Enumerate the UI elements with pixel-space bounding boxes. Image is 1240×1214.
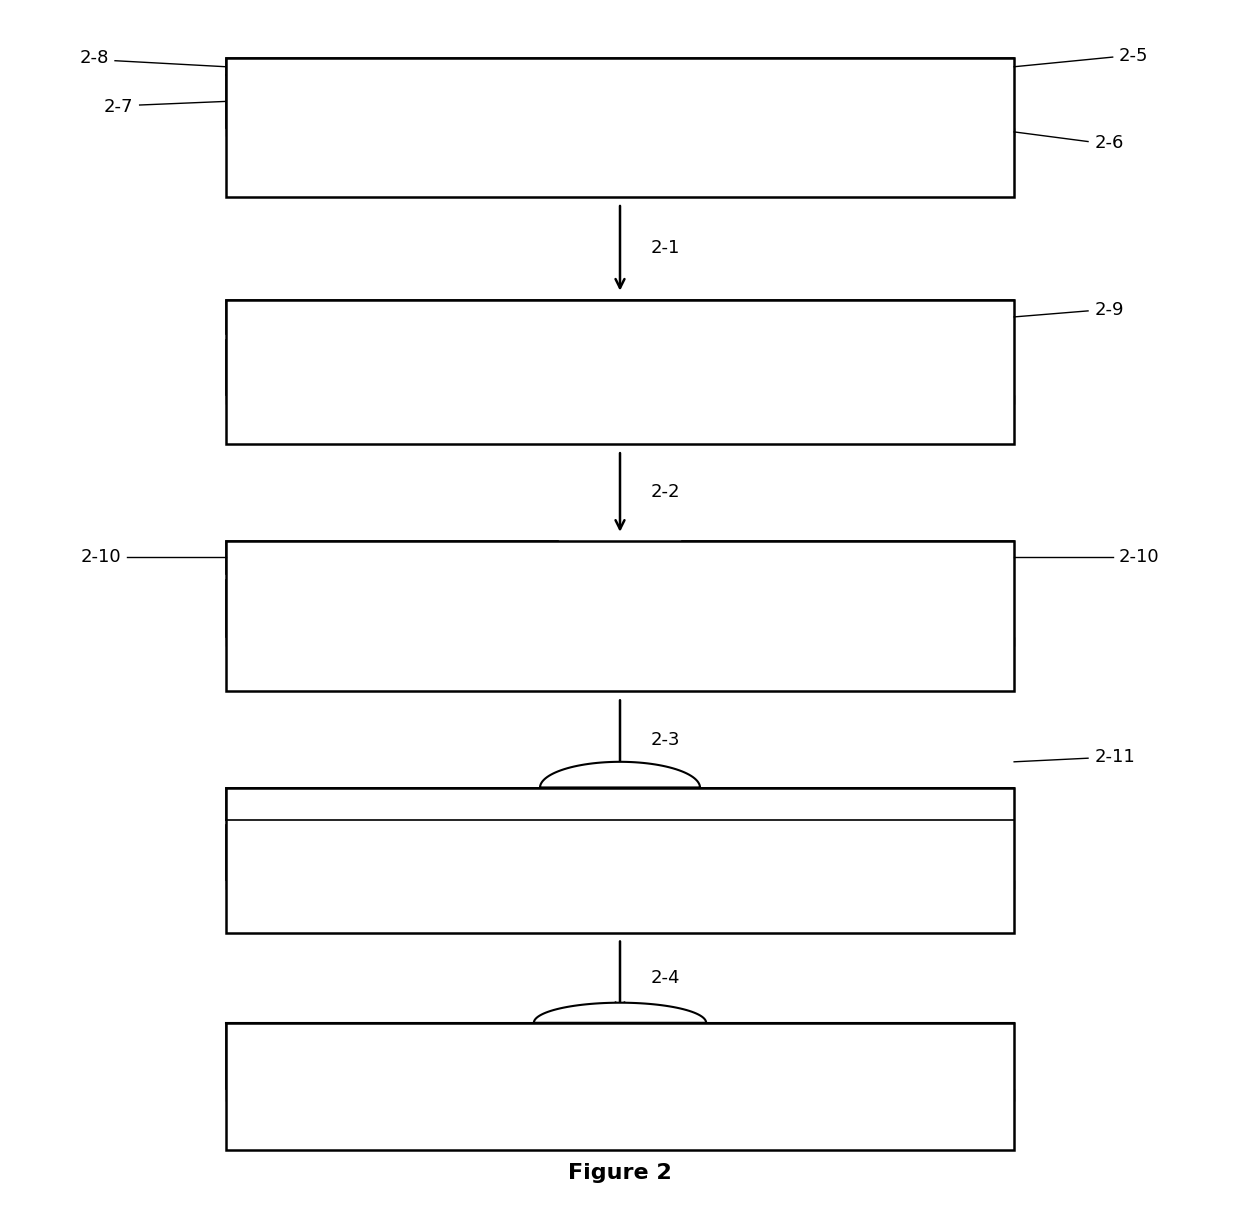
Bar: [226, 58, 1014, 197]
Text: 2-7: 2-7: [104, 98, 134, 117]
Bar: [226, 540, 558, 574]
Bar: [226, 826, 1014, 880]
Bar: [226, 1023, 1014, 1150]
Bar: [226, 788, 1014, 819]
Text: 2-10: 2-10: [81, 549, 122, 566]
Bar: [226, 580, 1014, 637]
Bar: [226, 334, 1014, 340]
Bar: [226, 1089, 1014, 1101]
Text: 2-1: 2-1: [651, 239, 681, 257]
Bar: [226, 637, 1014, 646]
Bar: [226, 819, 1014, 826]
Bar: [226, 127, 1014, 136]
Bar: [226, 395, 1014, 404]
Text: 2-4: 2-4: [651, 969, 681, 987]
Bar: [226, 880, 1014, 889]
Text: 2-5: 2-5: [1118, 47, 1148, 64]
Text: Figure 2: Figure 2: [568, 1163, 672, 1184]
Bar: [226, 540, 1014, 692]
Bar: [226, 788, 1014, 932]
Text: 2-11: 2-11: [1094, 748, 1135, 766]
Bar: [568, 788, 672, 819]
Bar: [226, 75, 1014, 127]
Polygon shape: [539, 762, 701, 788]
Text: 2-9: 2-9: [1094, 301, 1123, 319]
Bar: [226, 300, 1014, 444]
Text: 2-8: 2-8: [79, 50, 109, 67]
Text: 2-6: 2-6: [1094, 134, 1123, 152]
Bar: [226, 300, 1014, 334]
Bar: [226, 1023, 1014, 1089]
Bar: [226, 574, 1014, 580]
Text: 2-10: 2-10: [1118, 549, 1159, 566]
Text: 2-3: 2-3: [651, 731, 681, 749]
Text: 2-2: 2-2: [651, 483, 681, 501]
Bar: [226, 340, 1014, 395]
Polygon shape: [533, 1003, 707, 1023]
Bar: [226, 58, 1014, 75]
Bar: [682, 540, 1014, 574]
